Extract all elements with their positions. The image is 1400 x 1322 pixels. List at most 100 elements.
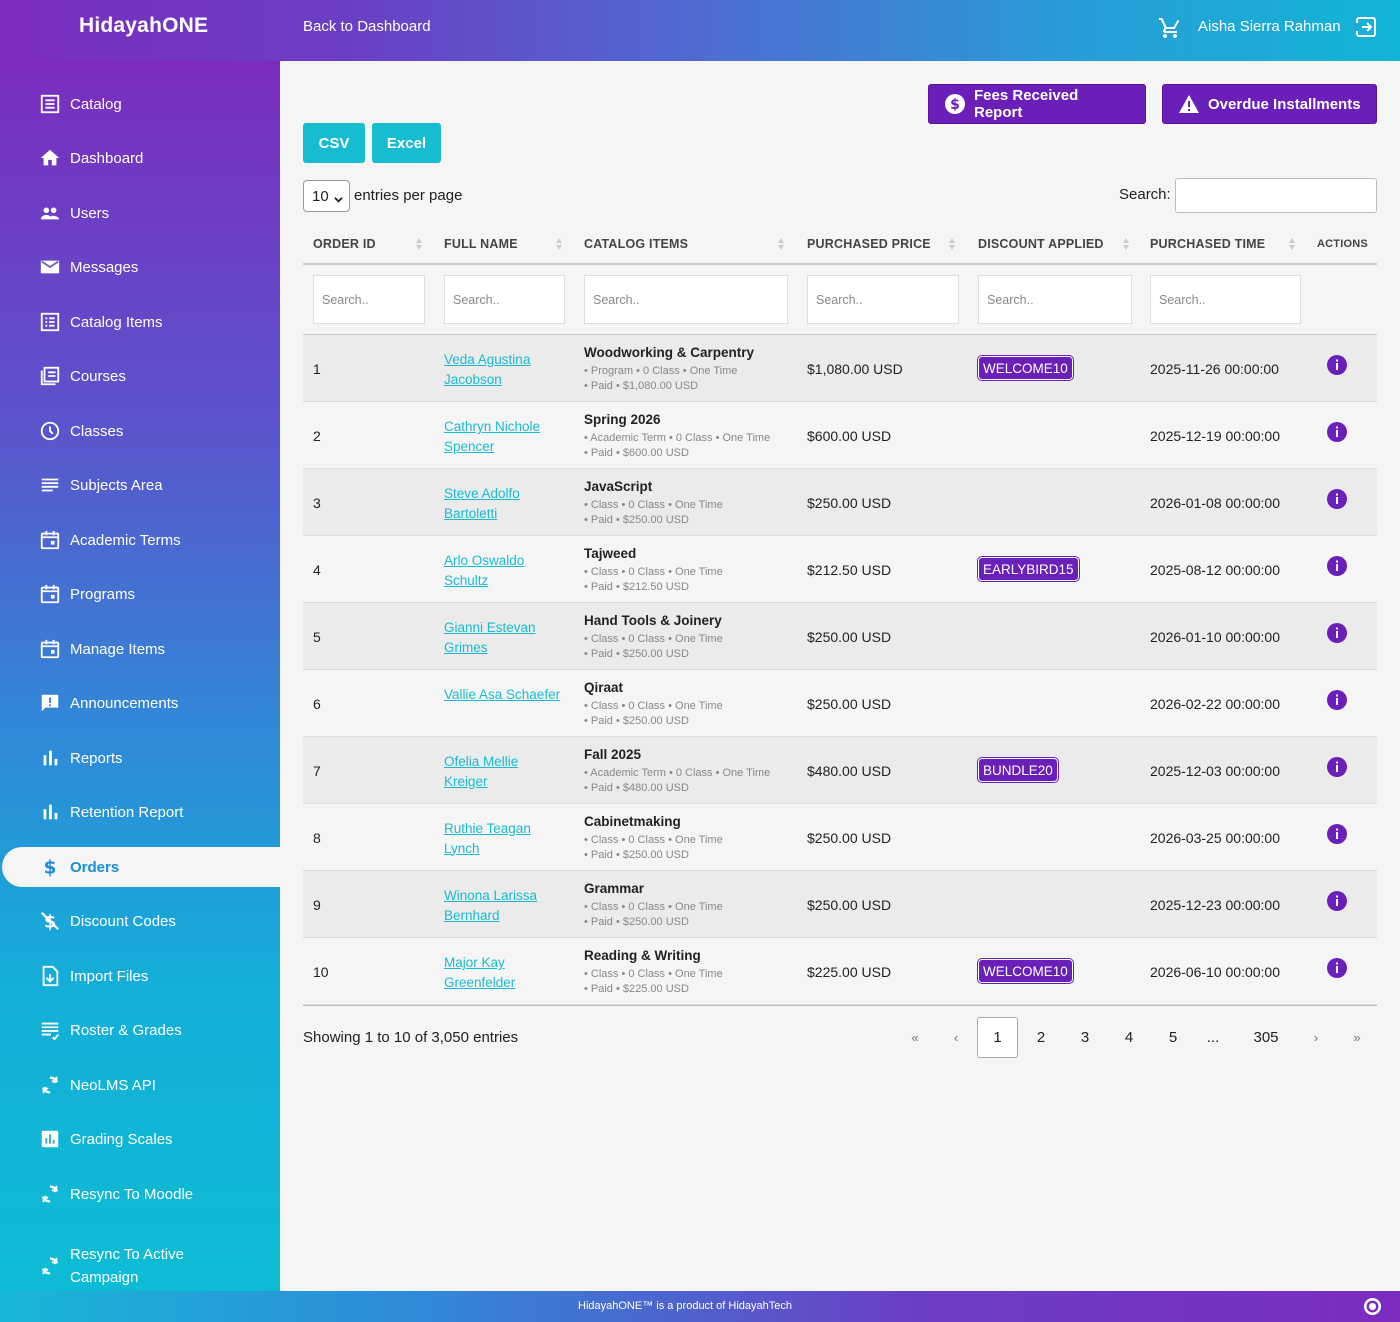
sidebar-item-resync-to-moodle[interactable]: Resync To Moodle (0, 1174, 280, 1214)
sidebar-item-discount-codes[interactable]: $ Discount Codes (0, 901, 280, 941)
calendar-icon (38, 582, 62, 606)
column-filter-input[interactable]: Search.. (978, 275, 1132, 324)
catalog-item-title: Hand Tools & Joinery (584, 613, 722, 628)
sidebar-item-reports[interactable]: Reports (0, 738, 280, 778)
user-name[interactable]: Aisha Sierra Rahman (1198, 18, 1341, 35)
sidebar-item-resync-to-active-campaign[interactable]: Resync To Active Campaign (0, 1240, 280, 1292)
top-bar: HidayahONE Back to Dashboard Aisha Sierr… (0, 0, 1400, 61)
catalog-item-payment: • Paid • $250.00 USD (584, 514, 689, 526)
column-header-full-name[interactable]: FULL NAME (444, 237, 518, 251)
purchased-price: $480.00 USD (807, 763, 892, 779)
info-icon[interactable] (1327, 824, 1347, 844)
page-305-button[interactable]: 305 (1253, 1029, 1279, 1046)
discount-badge: BUNDLE20 (978, 758, 1058, 782)
sidebar-item-classes[interactable]: Classes (0, 411, 280, 451)
fees-received-report-button[interactable]: $ Fees Received Report (928, 84, 1146, 124)
full-name-link[interactable]: Major Kay Greenfelder (444, 955, 516, 990)
page-2-button[interactable]: 2 (1036, 1029, 1046, 1046)
page-3-button[interactable]: 3 (1080, 1029, 1090, 1046)
next-page-button[interactable]: › (1313, 1030, 1319, 1045)
sidebar-item-dashboard[interactable]: Dashboard (0, 138, 280, 178)
first-page-button[interactable]: « (911, 1030, 919, 1045)
column-filter-input[interactable]: Search.. (1150, 275, 1301, 324)
sidebar-item-programs[interactable]: Programs (0, 574, 280, 614)
no-dollar-icon: $ (38, 909, 62, 933)
info-icon[interactable] (1327, 422, 1347, 442)
entries-per-page-select[interactable]: 10 (303, 180, 350, 212)
sort-icon[interactable] (555, 236, 563, 252)
sidebar-item-messages[interactable]: Messages (0, 247, 280, 287)
info-icon[interactable] (1327, 489, 1347, 509)
chat-bubble-icon[interactable] (1363, 1297, 1382, 1316)
full-name-link[interactable]: Arlo Oswaldo Schultz (444, 553, 525, 588)
info-icon[interactable] (1327, 623, 1347, 643)
full-name-link[interactable]: Cathryn Nichole Spencer (444, 419, 541, 454)
order-id: 7 (313, 763, 321, 779)
column-filter-input[interactable]: Search.. (444, 275, 565, 324)
last-page-button[interactable]: » (1353, 1030, 1361, 1045)
sidebar-item-retention-report[interactable]: Retention Report (0, 792, 280, 832)
sidebar-item-import-files[interactable]: Import Files (0, 956, 280, 996)
sidebar-item-label: Retention Report (70, 803, 184, 821)
full-name-link[interactable]: Ruthie Teagan Lynch (444, 821, 531, 856)
page-5-button[interactable]: 5 (1168, 1029, 1178, 1046)
full-name-link[interactable]: Steve Adolfo Bartoletti (444, 486, 520, 521)
column-header-catalog-items[interactable]: CATALOG ITEMS (584, 237, 689, 251)
sidebar-item-academic-terms[interactable]: Academic Terms (0, 520, 280, 560)
sidebar-item-subjects-area[interactable]: Subjects Area (0, 465, 280, 505)
column-header-purchased-time[interactable]: PURCHASED TIME (1150, 237, 1266, 251)
prev-page-button[interactable]: ‹ (953, 1030, 959, 1045)
sidebar-item-catalog[interactable]: Catalog (0, 84, 280, 124)
sort-icon[interactable] (777, 236, 785, 252)
column-header-order-id[interactable]: ORDER ID (313, 237, 376, 251)
column-header-purchased-price[interactable]: PURCHASED PRICE (807, 237, 931, 251)
sidebar-item-manage-items[interactable]: Manage Items (0, 629, 280, 669)
sidebar-item-roster-grades[interactable]: Roster & Grades (0, 1010, 280, 1050)
logout-icon[interactable] (1354, 15, 1378, 39)
info-icon[interactable] (1327, 757, 1347, 777)
back-to-dashboard-link[interactable]: Back to Dashboard (303, 18, 431, 35)
sidebar-item-users[interactable]: Users (0, 193, 280, 233)
brand-logo[interactable]: HidayahONE (79, 14, 209, 37)
catalog-item-title: Tajweed (584, 546, 637, 561)
page-1-button[interactable]: 1 (977, 1017, 1018, 1058)
full-name-link[interactable]: Ofelia Mellie Kreiger (444, 754, 519, 789)
overdue-installments-button[interactable]: Overdue Installments (1162, 84, 1377, 124)
sidebar-item-orders[interactable]: $ Orders (2, 847, 280, 887)
sidebar-item-grading-scales[interactable]: Grading Scales (0, 1119, 280, 1159)
sort-icon[interactable] (415, 236, 423, 252)
table-bottom-border (303, 1005, 1377, 1006)
column-filter-input[interactable]: Search.. (807, 275, 959, 324)
cart-icon[interactable] (1158, 16, 1182, 40)
column-filter-input[interactable]: Search.. (584, 275, 788, 324)
calendar-icon (38, 637, 62, 661)
full-name-link[interactable]: Veda Agustina Jacobson (444, 352, 531, 387)
info-icon[interactable] (1327, 891, 1347, 911)
purchased-time: 2026-06-10 00:00:00 (1150, 964, 1280, 980)
column-filter-input[interactable]: Search.. (313, 275, 425, 324)
sort-icon[interactable] (1122, 236, 1130, 252)
info-icon[interactable] (1327, 355, 1347, 375)
page-4-button[interactable]: 4 (1124, 1029, 1134, 1046)
entries-per-page-label: entries per page (354, 187, 463, 204)
sort-icon[interactable] (948, 236, 956, 252)
sidebar-item-catalog-items[interactable]: Catalog Items (0, 302, 280, 342)
table-search-input[interactable] (1175, 178, 1377, 213)
table-row: 2 Cathryn Nichole Spencer Spring 2026 • Aca… (303, 402, 1377, 469)
full-name-link[interactable]: Winona Larissa Bernhard (444, 888, 538, 923)
sidebar-item-neolms-api[interactable]: NeoLMS API (0, 1065, 280, 1105)
csv-export-button[interactable]: CSV (303, 123, 365, 163)
excel-export-button[interactable]: Excel (372, 123, 441, 163)
order-id: 8 (313, 830, 321, 846)
sidebar-item-courses[interactable]: Courses (0, 356, 280, 396)
catalog-item-payment: • Paid • $225.00 USD (584, 983, 689, 995)
full-name-link[interactable]: Gianni Estevan Grimes (444, 620, 536, 655)
column-header-discount-applied[interactable]: DISCOUNT APPLIED (978, 237, 1104, 251)
catalog-item-title: Spring 2026 (584, 412, 661, 427)
info-icon[interactable] (1327, 958, 1347, 978)
sidebar-item-announcements[interactable]: Announcements (0, 683, 280, 723)
info-icon[interactable] (1327, 556, 1347, 576)
full-name-link[interactable]: Vallie Asa Schaefer (444, 687, 561, 702)
info-icon[interactable] (1327, 690, 1347, 710)
sort-icon[interactable] (1288, 236, 1296, 252)
